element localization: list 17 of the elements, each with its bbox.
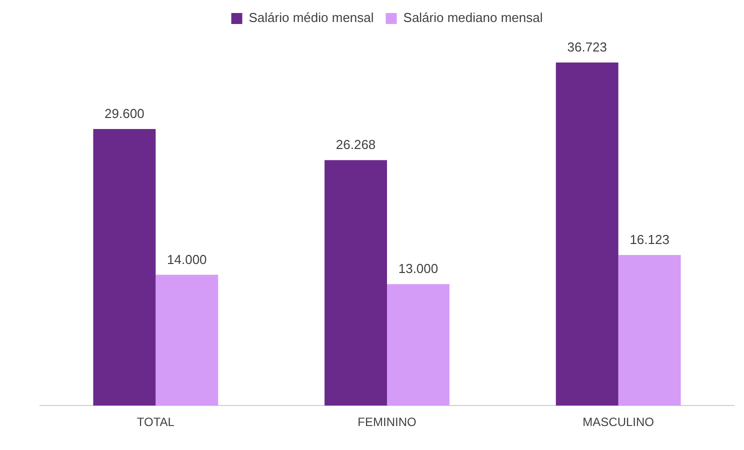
data-label: 16.123: [630, 232, 670, 248]
data-label: 26.268: [336, 137, 376, 152]
legend-label: Salário médio mensal: [248, 10, 374, 26]
x-tick-label: MASCULINO: [582, 415, 654, 430]
data-label: 14.000: [167, 252, 207, 267]
bar: [556, 62, 618, 406]
bar: [93, 129, 156, 406]
legend-label: Salário mediano mensal: [403, 10, 543, 26]
data-label: 13.000: [398, 261, 438, 276]
bar: [618, 254, 681, 406]
bar: [387, 284, 450, 406]
x-tick-label: TOTAL: [136, 415, 175, 430]
data-label: 29.600: [104, 106, 144, 122]
x-tick-label: FEMININO: [358, 415, 416, 430]
data-label: 36.723: [567, 40, 607, 55]
bar: [324, 160, 387, 406]
bar: [156, 274, 218, 406]
